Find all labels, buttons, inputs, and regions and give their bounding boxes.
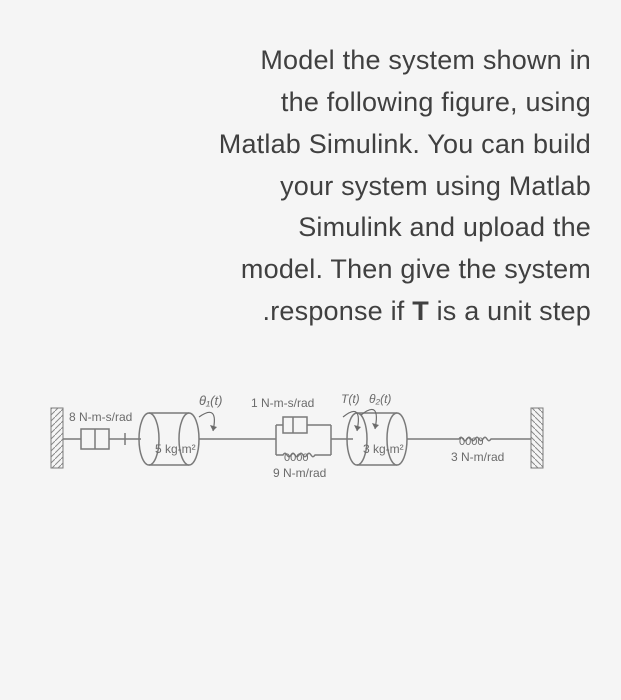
figure-container: 8 N-m-s/rad 5 kg-m² θ₁(t) 1 N-m-s/rad (30, 363, 591, 533)
theta1-arc (199, 412, 217, 431)
question-line-5: Simulink and upload the (298, 212, 591, 242)
bold-T: T (412, 296, 429, 326)
damper-mid-label: 1 N-m-s/rad (251, 396, 314, 410)
question-line-7: .response if T is a unit step (263, 296, 591, 326)
T-label: T(t) (341, 392, 360, 406)
system-diagram: 8 N-m-s/rad 5 kg-m² θ₁(t) 1 N-m-s/rad (31, 363, 591, 533)
spring-2-label: 3 N-m/rad (451, 450, 504, 464)
theta1-label: θ₁(t) (199, 393, 222, 408)
inertia-1 (139, 413, 199, 465)
damper-mid (276, 417, 331, 439)
spring-2-label-coil: 0000 (459, 436, 483, 448)
theta2-label: θ₂(t) (369, 392, 391, 406)
question-line-6: model. Then give the system (241, 254, 591, 284)
wall-left (51, 408, 63, 468)
question-line-1: Model the system shown in (260, 45, 591, 75)
inertia-2-label: 3 kg-m² (363, 442, 404, 456)
inertia-1-label: 5 kg-m² (155, 442, 196, 456)
wall-right (531, 408, 543, 468)
question-line-2: the following figure, using (281, 87, 591, 117)
damper-left (63, 429, 141, 449)
spring-1-label-coil: 0000 (284, 452, 308, 464)
spring-1-label: 9 N-m/rad (273, 466, 326, 480)
question-text: Model the system shown in the following … (30, 40, 591, 333)
question-line-3: Matlab Simulink. You can build (219, 129, 591, 159)
damper-left-label: 8 N-m-s/rad (69, 410, 132, 424)
inertia-2 (347, 413, 407, 465)
question-line-4: your system using Matlab (280, 171, 591, 201)
